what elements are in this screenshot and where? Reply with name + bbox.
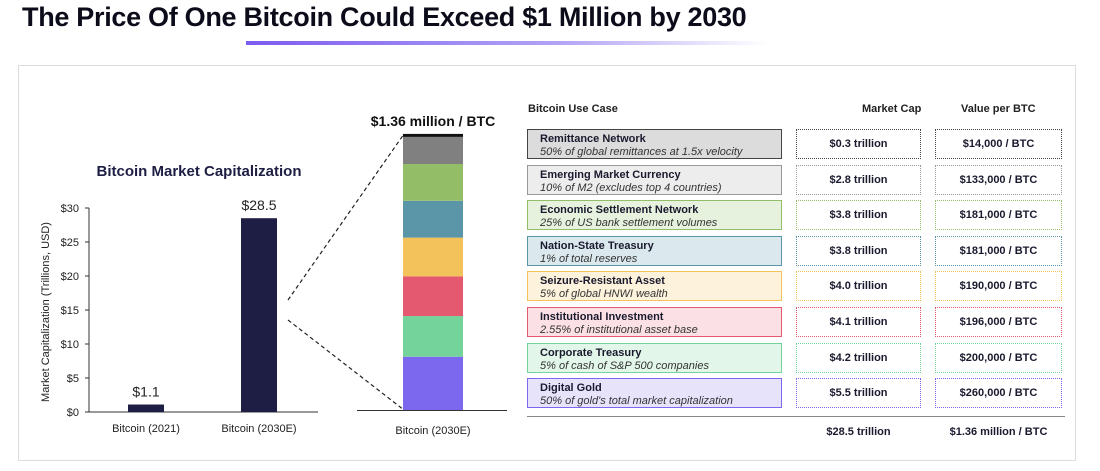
stack-segment <box>403 136 463 165</box>
zoom-connector-top <box>287 133 405 301</box>
y-tick-label: $30 <box>61 203 79 215</box>
use-case-row: Digital Gold 50% of gold's total market c… <box>527 378 782 408</box>
y-tick-label: $25 <box>61 237 79 249</box>
use-case-description: 50% of gold's total market capitalizatio… <box>540 395 733 407</box>
value-per-btc-cell: $190,000 / BTC <box>935 271 1062 301</box>
value-per-btc-cell: $260,000 / BTC <box>935 378 1062 408</box>
value-per-btc-cell: $14,000 / BTC <box>935 129 1062 159</box>
chart-panel <box>18 65 1076 461</box>
stack-segment <box>403 316 463 357</box>
market-cap-cell: $3.8 trillion <box>796 200 921 230</box>
bar-value-label: $28.5 <box>241 197 276 213</box>
market-cap-cell: $4.2 trillion <box>796 343 921 373</box>
value-per-btc-cell: $200,000 / BTC <box>935 343 1062 373</box>
use-case-description: 50% of global remittances at 1.5x veloci… <box>540 146 743 158</box>
use-case-name: Institutional Investment <box>540 311 664 323</box>
total-value-per-btc: $1.36 million / BTC <box>949 426 1048 438</box>
stack-segment <box>403 237 463 277</box>
stack-annotation: $1.36 million / BTC <box>371 113 495 129</box>
stack-segment <box>403 276 463 317</box>
y-tick-label: $20 <box>61 271 79 283</box>
market-cap-cell: $3.8 trillion <box>796 236 921 266</box>
use-case-name: Seizure-Resistant Asset <box>540 275 665 287</box>
header-market-cap: Market Cap <box>862 103 922 115</box>
stack-segment <box>403 356 463 410</box>
y-tick-label: $5 <box>67 373 79 385</box>
y-tick-label: $10 <box>61 339 79 351</box>
bar <box>241 218 277 412</box>
use-case-row: Corporate Treasury 5% of cash of S&P 500 … <box>527 343 782 373</box>
use-case-name: Corporate Treasury <box>540 347 642 359</box>
use-case-row: Seizure-Resistant Asset 5% of global HNWI… <box>527 271 782 301</box>
stack-category-label: Bitcoin (2030E) <box>395 425 470 437</box>
header-use-case: Bitcoin Use Case <box>528 103 618 115</box>
value-per-btc-cell: $196,000 / BTC <box>935 307 1062 337</box>
use-case-description: 1% of total reserves <box>540 253 638 265</box>
total-market-cap: $28.5 trillion <box>826 426 891 438</box>
market-cap-cell: $0.3 trillion <box>796 129 921 159</box>
title-underline <box>246 41 768 45</box>
page-title: The Price Of One Bitcoin Could Exceed $1… <box>22 2 747 32</box>
market-cap-cell: $4.0 trillion <box>796 271 921 301</box>
stack-segment <box>403 133 463 137</box>
stack-segment <box>403 164 463 201</box>
use-case-name: Emerging Market Currency <box>540 169 681 181</box>
value-per-btc-cell: $181,000 / BTC <box>935 236 1062 266</box>
bar-value-label: $1.1 <box>132 384 159 400</box>
y-tick-label: $0 <box>67 407 79 419</box>
y-tick-label: $15 <box>61 305 79 317</box>
value-per-btc-cell: $181,000 / BTC <box>935 200 1062 230</box>
zoom-connector-bottom <box>287 319 405 411</box>
bar-chart: $0 $5 $10 $15 $20 $25 $30 $1.1 Bitcoin (2021) $28… <box>61 197 318 435</box>
use-case-name: Remittance Network <box>540 133 646 145</box>
stack-segment <box>403 200 463 238</box>
use-case-row: Economic Settlement Network 25% of US ban… <box>527 200 782 230</box>
use-case-name: Economic Settlement Network <box>540 204 699 216</box>
use-case-row: Emerging Market Currency 10% of M2 (exclu… <box>527 165 782 195</box>
stacked-bar-chart: $1.36 million / BTC Bitcoin (2030E) <box>357 113 507 437</box>
market-cap-cell: $5.5 trillion <box>796 378 921 408</box>
use-case-description: 2.55% of institutional asset base <box>540 324 698 336</box>
use-case-description: 5% of global HNWI wealth <box>540 288 668 300</box>
use-case-description: 10% of M2 (excludes top 4 countries) <box>540 182 722 194</box>
market-cap-cell: $2.8 trillion <box>796 165 921 195</box>
use-case-row: Institutional Investment 2.55% of institu… <box>527 307 782 337</box>
value-per-btc-cell: $133,000 / BTC <box>935 165 1062 195</box>
use-case-row: Nation-State Treasury 1% of total reserve… <box>527 236 782 266</box>
y-axis-label: Market Capitalization (Trillions, USD) <box>40 222 52 402</box>
use-case-row: Remittance Network 50% of global remittan… <box>527 129 782 159</box>
market-cap-cell: $4.1 trillion <box>796 307 921 337</box>
use-case-name: Nation-State Treasury <box>540 240 654 252</box>
x-tick-label: Bitcoin (2030E) <box>221 423 296 435</box>
table-total-rule <box>527 416 1065 417</box>
header-value-per-btc: Value per BTC <box>961 103 1036 115</box>
use-case-name: Digital Gold <box>540 382 602 394</box>
bar-chart-title: Bitcoin Market Capitalization <box>96 163 301 180</box>
x-tick-label: Bitcoin (2021) <box>112 423 180 435</box>
use-case-description: 25% of US bank settlement volumes <box>540 217 718 229</box>
use-case-description: 5% of cash of S&P 500 companies <box>540 360 709 372</box>
bar <box>128 404 164 412</box>
